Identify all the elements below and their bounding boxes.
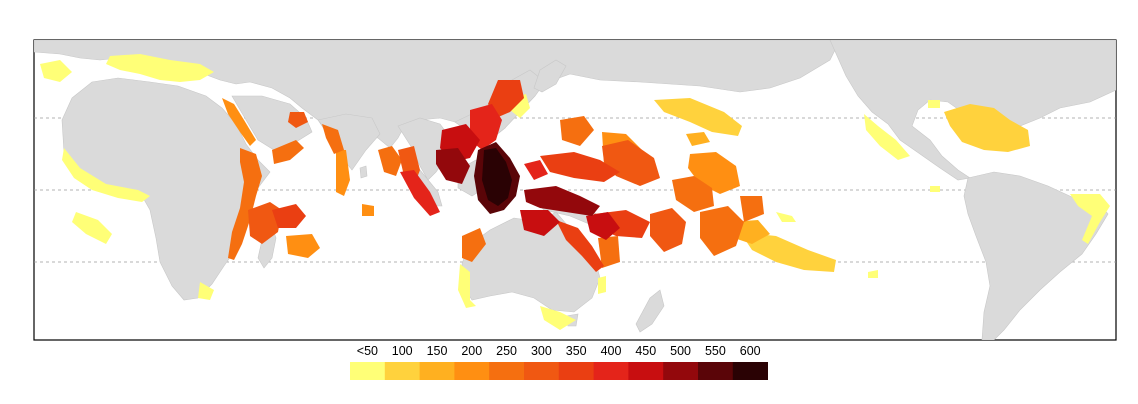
region-gulf-california bbox=[864, 114, 910, 160]
legend-swatch bbox=[384, 362, 420, 380]
richness-regions bbox=[40, 54, 1110, 330]
legend-label: 250 bbox=[496, 344, 517, 358]
legend-label: 600 bbox=[740, 344, 761, 358]
legend-swatch bbox=[454, 362, 490, 380]
legend-swatch bbox=[732, 362, 768, 380]
legend-swatch bbox=[698, 362, 734, 380]
legend-label: 350 bbox=[566, 344, 587, 358]
legend-swatch bbox=[593, 362, 629, 380]
region-easter bbox=[868, 270, 878, 278]
region-melanesia bbox=[602, 140, 660, 186]
region-mediterranean bbox=[106, 54, 214, 82]
legend-label: 100 bbox=[392, 344, 413, 358]
region-marianas bbox=[540, 152, 620, 182]
region-east-pacific bbox=[740, 232, 836, 272]
japan-landmass bbox=[533, 59, 567, 93]
region-st-helena bbox=[72, 212, 112, 244]
legend-swatch bbox=[489, 362, 525, 380]
region-gbr bbox=[556, 220, 604, 272]
region-western-indian bbox=[286, 234, 320, 258]
region-bay-bengal bbox=[378, 146, 402, 176]
arabia-landmass bbox=[231, 95, 313, 151]
region-fiji bbox=[650, 208, 686, 252]
region-micronesia-2 bbox=[560, 116, 594, 146]
legend-swatch bbox=[628, 362, 664, 380]
legend-swatch bbox=[524, 362, 560, 380]
region-hawaii bbox=[776, 212, 796, 222]
region-red-sea bbox=[222, 98, 256, 146]
region-seychelles bbox=[272, 204, 306, 228]
region-galapagos bbox=[930, 186, 940, 192]
new-zealand-landmass bbox=[635, 289, 665, 333]
color-legend: <50 100 150 200 250 300 350 400 450 500 550 600 bbox=[350, 344, 768, 380]
legend-label: <50 bbox=[357, 344, 378, 358]
region-canary bbox=[40, 60, 72, 82]
region-chagos bbox=[362, 204, 374, 216]
region-maldives bbox=[336, 150, 350, 196]
legend-label: 450 bbox=[635, 344, 656, 358]
region-indian-west-coast bbox=[322, 124, 344, 154]
region-sumatra-west bbox=[400, 170, 440, 216]
region-palau bbox=[524, 160, 548, 180]
legend-label: 400 bbox=[601, 344, 622, 358]
region-lord-howe bbox=[598, 276, 606, 294]
region-south-africa bbox=[198, 282, 214, 300]
region-polynesia-2 bbox=[740, 196, 764, 222]
region-banda bbox=[524, 186, 600, 216]
region-sulawesi bbox=[436, 148, 470, 184]
legend-swatch bbox=[419, 362, 455, 380]
region-west-africa bbox=[62, 148, 150, 202]
region-central-pacific-2 bbox=[672, 176, 714, 212]
legend-label: 550 bbox=[705, 344, 726, 358]
region-north-pacific-1 bbox=[654, 98, 742, 136]
region-marshall bbox=[686, 132, 710, 146]
legend-swatch bbox=[663, 362, 699, 380]
region-arabian-sea bbox=[272, 140, 304, 164]
region-brazil bbox=[1070, 194, 1110, 244]
region-east-africa bbox=[228, 148, 262, 260]
region-caribbean bbox=[944, 104, 1030, 152]
legend-swatch bbox=[350, 362, 386, 380]
south-america-landmass bbox=[963, 171, 1109, 340]
region-tonga bbox=[700, 206, 744, 256]
legend-label: 150 bbox=[427, 344, 448, 358]
legend-swatch bbox=[558, 362, 594, 380]
region-png-south bbox=[586, 212, 620, 240]
region-persian-gulf bbox=[288, 112, 308, 128]
legend-label: 200 bbox=[461, 344, 482, 358]
region-vanuatu bbox=[598, 236, 620, 268]
region-south-china-sea bbox=[488, 80, 524, 118]
region-coral-triangle-core bbox=[482, 148, 512, 206]
region-s-australia bbox=[540, 306, 576, 330]
legend-label: 300 bbox=[531, 344, 552, 358]
region-arafura bbox=[520, 210, 560, 236]
region-bermuda bbox=[928, 100, 940, 108]
sri-lanka-landmass bbox=[359, 165, 368, 179]
region-sw-australia bbox=[458, 264, 476, 308]
region-ningaloo bbox=[462, 228, 486, 262]
legend-label: 500 bbox=[670, 344, 691, 358]
